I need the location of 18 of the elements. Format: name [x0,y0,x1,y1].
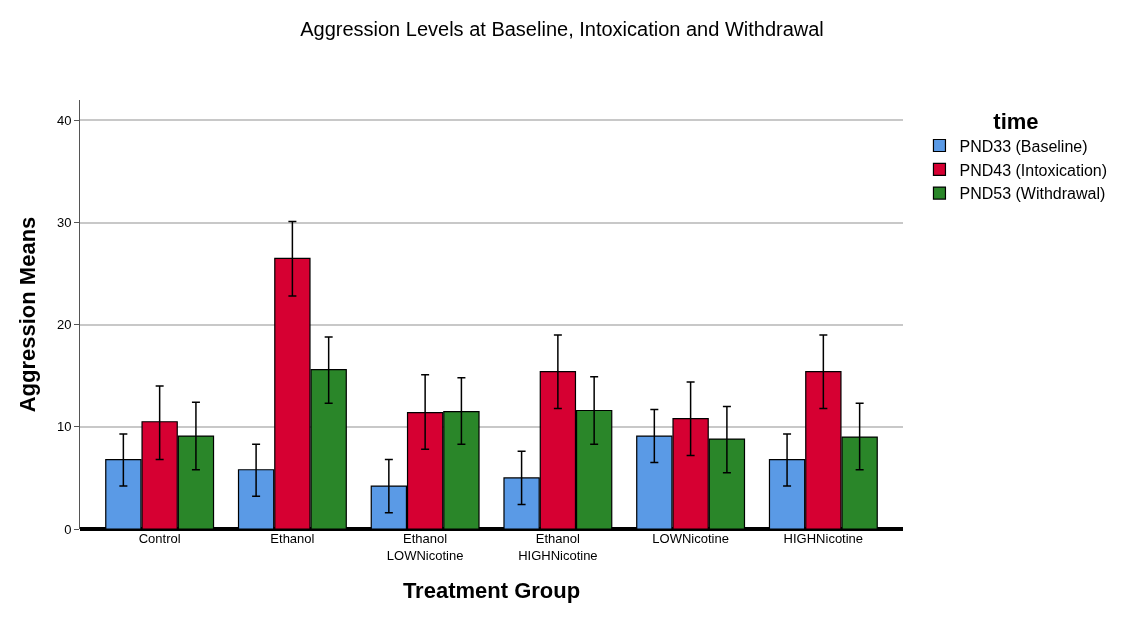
y-tick-label: 30 [56,215,72,231]
legend-label: PND33 (Baseline) [959,137,1088,155]
x-tick-label: HIGHNicotine [783,531,864,546]
x-tick-label: LOWNicotine [652,531,729,546]
x-tick-label: Ethanol HIGHNicotine [518,531,598,563]
chart-title: Aggression Levels at Baseline, Intoxication and Withdrawal [300,18,824,41]
y-tick-label: 10 [56,419,72,435]
y-tick-label: 0 [64,521,72,537]
y-tick-label: 20 [56,317,72,333]
legend-label: PND53 (Withdrawal) [959,185,1106,203]
legend-label: PND43 (Intoxication) [959,161,1108,179]
x-tick-label: Control [138,531,181,546]
x-tick-label: Ethanol LOWNicotine [386,531,464,563]
y-axis-title: Aggression Means [14,216,40,413]
x-axis-title: Treatment Group [402,577,581,603]
y-tick-label: 40 [56,112,72,128]
legend-title: time [993,108,1039,134]
x-tick-label: Ethanol [270,531,315,546]
